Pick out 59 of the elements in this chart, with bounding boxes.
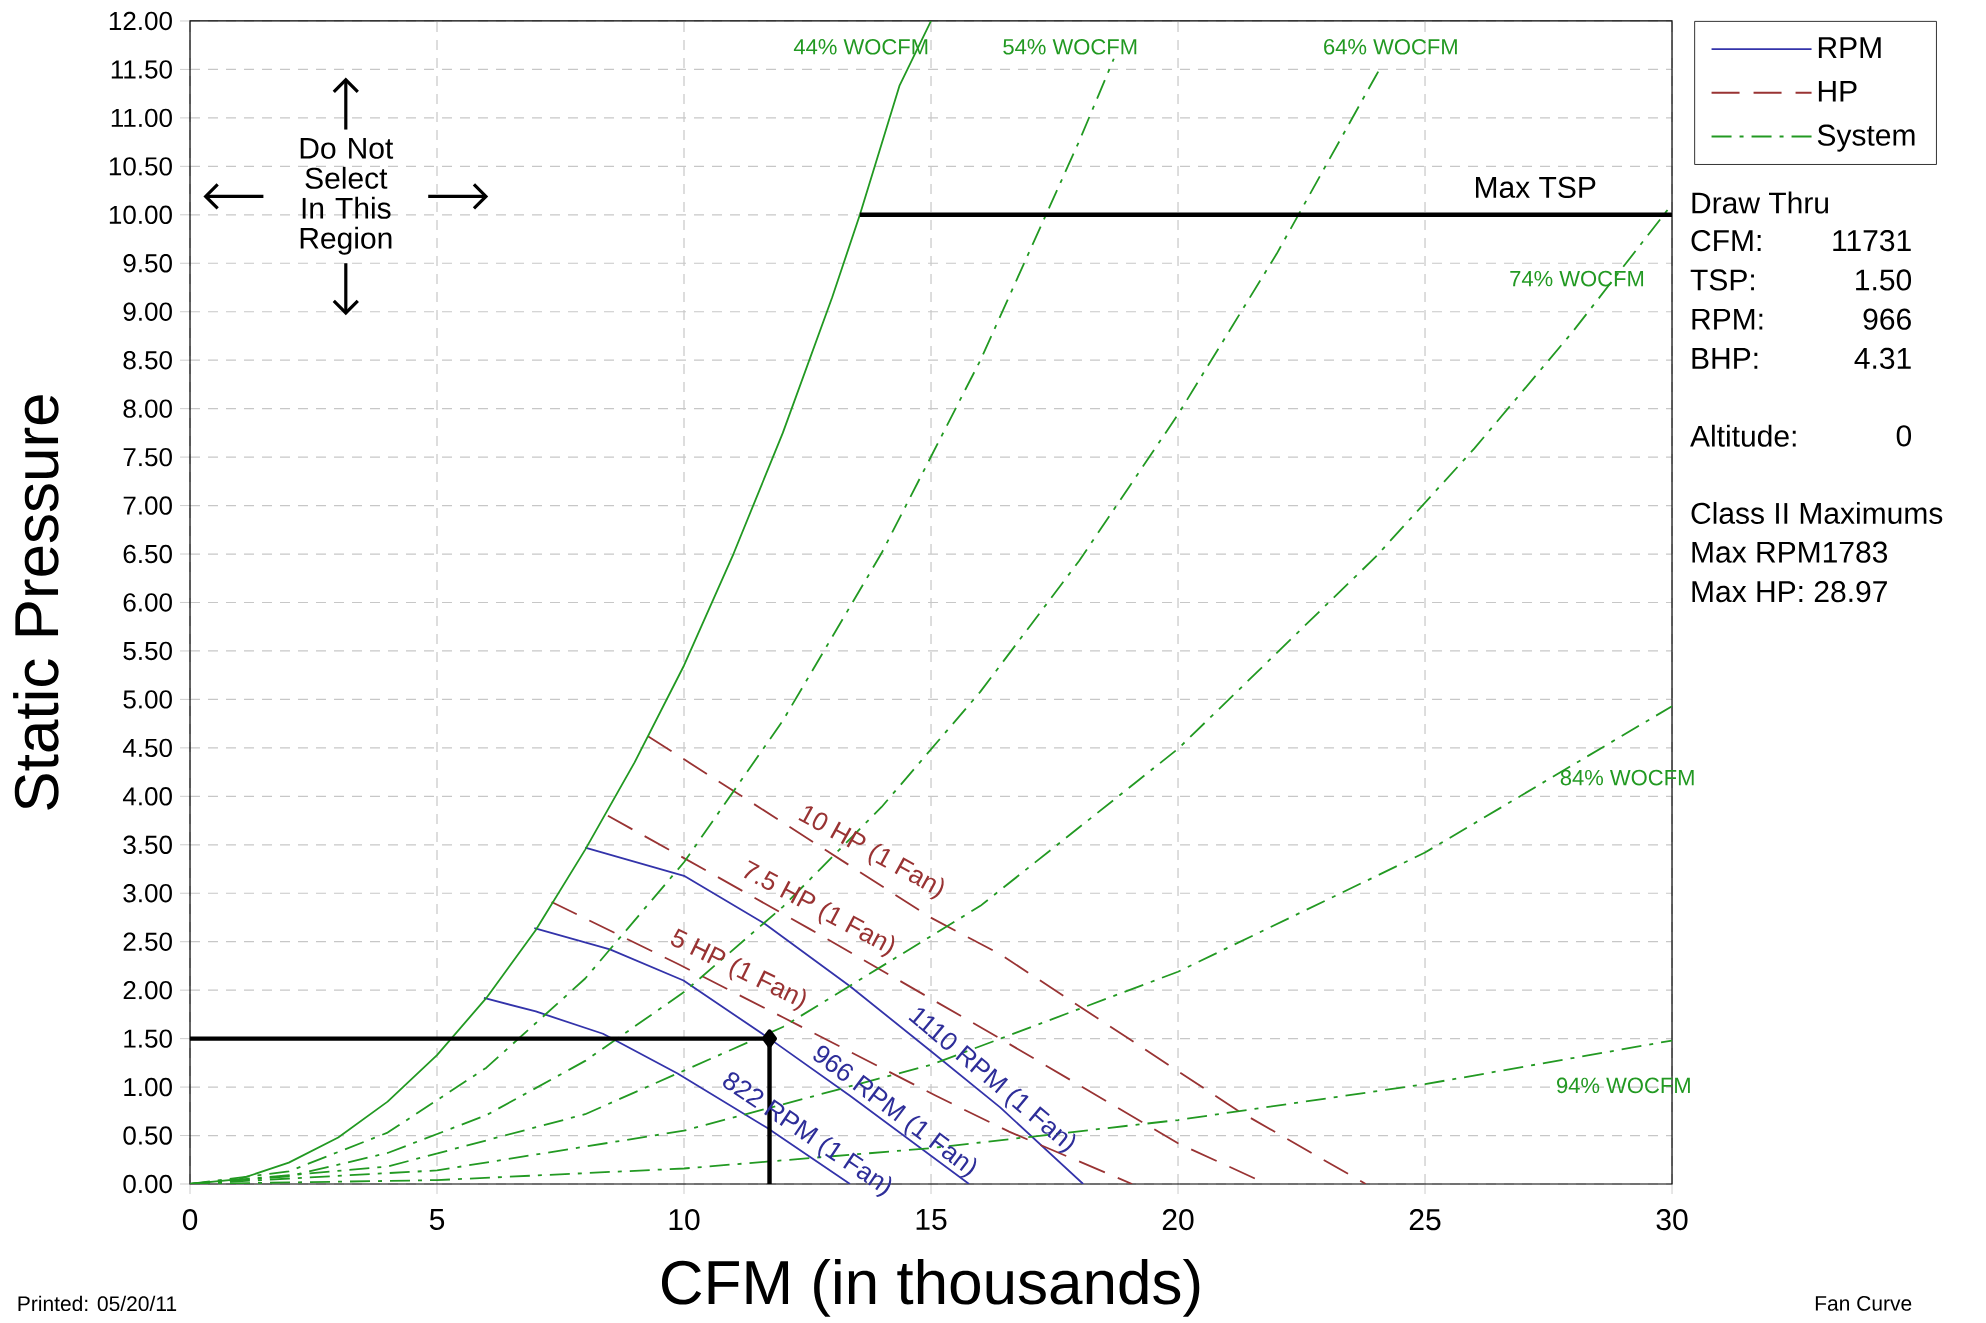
legend-label: HP [1818,80,1857,102]
text: Altitude: [1690,424,1796,447]
text: Fan Curve [1815,1295,1912,1311]
y-tick-label: 11.00 [111,108,172,127]
y-tick-label: 4.50 [122,738,172,757]
text: 0 [1896,424,1912,447]
x-tick-label: 15 [916,1208,947,1230]
x-tick-label: 0 [182,1208,198,1231]
legend-label: RPM [1818,37,1881,58]
y-tick-label: 10.00 [109,205,172,224]
y-tick-label: 8.50 [123,350,172,370]
x-tick-label: 30 [1656,1208,1688,1231]
text: RPM: [1692,308,1763,330]
y-tick-label: 9.50 [123,253,172,273]
text: CFM: [1691,229,1761,251]
text: 4.31 [1854,347,1911,369]
y-tick-label: 5.00 [123,689,172,709]
x-tick-label: 25 [1409,1208,1441,1231]
y-tick-label: 1.00 [124,1077,172,1097]
text: Printed: 05/20/11 [18,1295,177,1311]
y-tick-label: 3.00 [123,883,172,903]
annotation: 64% WOCFM [1324,38,1457,55]
y-tick-label: 11.50 [111,59,172,79]
x-tick-label: 5 [429,1208,445,1230]
y-tick-label: 3.50 [123,835,172,854]
text: BHP: [1692,347,1758,369]
y-tick-label: 7.00 [123,496,172,515]
y-tick-label: 6.00 [123,593,172,612]
x-tick-label: 10 [669,1208,700,1231]
text: Draw Thru [1692,191,1828,214]
y-tick-label: 4.00 [122,786,172,806]
text: 966 [1863,308,1911,330]
annotation: 5 HP (1 Fan) [671,928,806,1011]
text: 1.50 [1856,269,1912,291]
y-tick-label: 0.00 [123,1174,172,1193]
y-tick-label: 5.50 [123,641,172,660]
y-tick-label: 12.00 [109,11,172,30]
text: Class II Maximums [1691,501,1943,524]
y-tick-label: 0.50 [123,1126,172,1145]
annotation: 54% WOCFM [1003,38,1137,55]
y-tick-label: 10.50 [109,156,172,176]
x-axis-title: CFM (in thousands) [661,1258,1200,1317]
annotation: Max TSP [1476,176,1596,198]
y-tick-label: 9.00 [123,302,172,321]
annotation: 74% WOCFM [1510,270,1644,287]
text: 11731 [1833,229,1911,251]
x-tick-label: 20 [1162,1208,1194,1231]
text: Max HP: 28.97 [1692,580,1887,602]
legend-label: System [1817,124,1915,152]
y-tick-label: 6.50 [123,544,172,563]
text: Max RPM1783 [1692,541,1888,563]
y-tick-label: 7.50 [123,447,172,467]
y-tick-label: 2.50 [123,932,172,951]
y-tick-label: 1.50 [124,1029,172,1048]
y-tick-label: 8.00 [123,399,172,418]
y-tick-label: 2.00 [123,980,172,1000]
annotation: Do Not Select In This Region [300,137,394,255]
text: TSP: [1690,269,1754,291]
y-axis-title: Static Pressure [13,394,59,810]
